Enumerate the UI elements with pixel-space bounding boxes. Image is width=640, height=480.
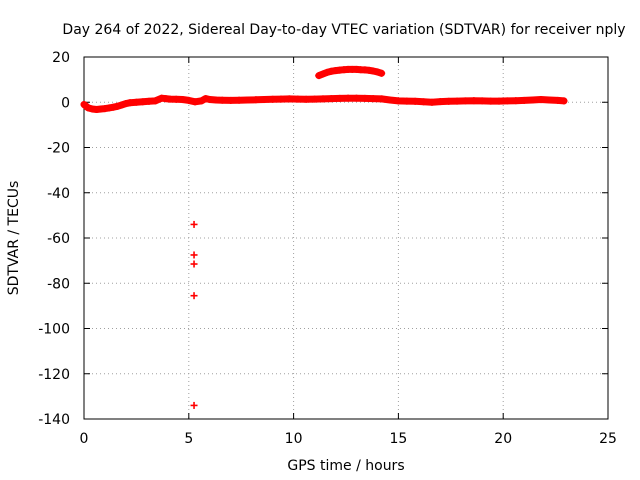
x-tick-label: 10 <box>285 431 303 447</box>
y-tick-label: -100 <box>38 322 70 338</box>
y-tick-label: -140 <box>38 412 70 428</box>
data-points <box>80 65 568 409</box>
series-2 <box>190 220 198 409</box>
y-tick-label: -120 <box>38 367 70 383</box>
data-point <box>190 251 198 259</box>
y-tick-label: -80 <box>47 276 70 292</box>
x-tick-label: 25 <box>599 431 617 447</box>
axis-ticks <box>83 56 609 420</box>
plot-frame <box>83 56 609 420</box>
y-tick-label: -60 <box>47 231 70 247</box>
y-tick-label: 20 <box>52 50 70 66</box>
y-tick-label: -20 <box>47 141 70 157</box>
data-point <box>190 401 198 409</box>
x-tick-label: 15 <box>389 431 407 447</box>
series-0-trace <box>80 94 568 113</box>
x-tick-label: 20 <box>494 431 512 447</box>
x-tick-label: 0 <box>80 431 89 447</box>
y-tick-labels: 20 0 -20 -40 -60 -80 -100 -120 -140 <box>38 50 70 428</box>
data-point <box>190 220 198 228</box>
x-tick-labels: 0 5 10 15 20 25 <box>80 431 617 447</box>
data-point <box>190 260 198 268</box>
data-point <box>190 292 198 300</box>
x-axis-label: GPS time / hours <box>287 458 404 474</box>
series-1-trace <box>315 65 386 80</box>
y-tick-label: 0 <box>61 95 70 111</box>
y-axis-label: SDTVAR / TECUs <box>6 181 22 296</box>
gridlines <box>84 57 608 419</box>
y-tick-label: -40 <box>47 186 70 202</box>
x-tick-label: 5 <box>184 431 193 447</box>
chart-title: Day 264 of 2022, Sidereal Day-to-day VTE… <box>62 22 625 38</box>
